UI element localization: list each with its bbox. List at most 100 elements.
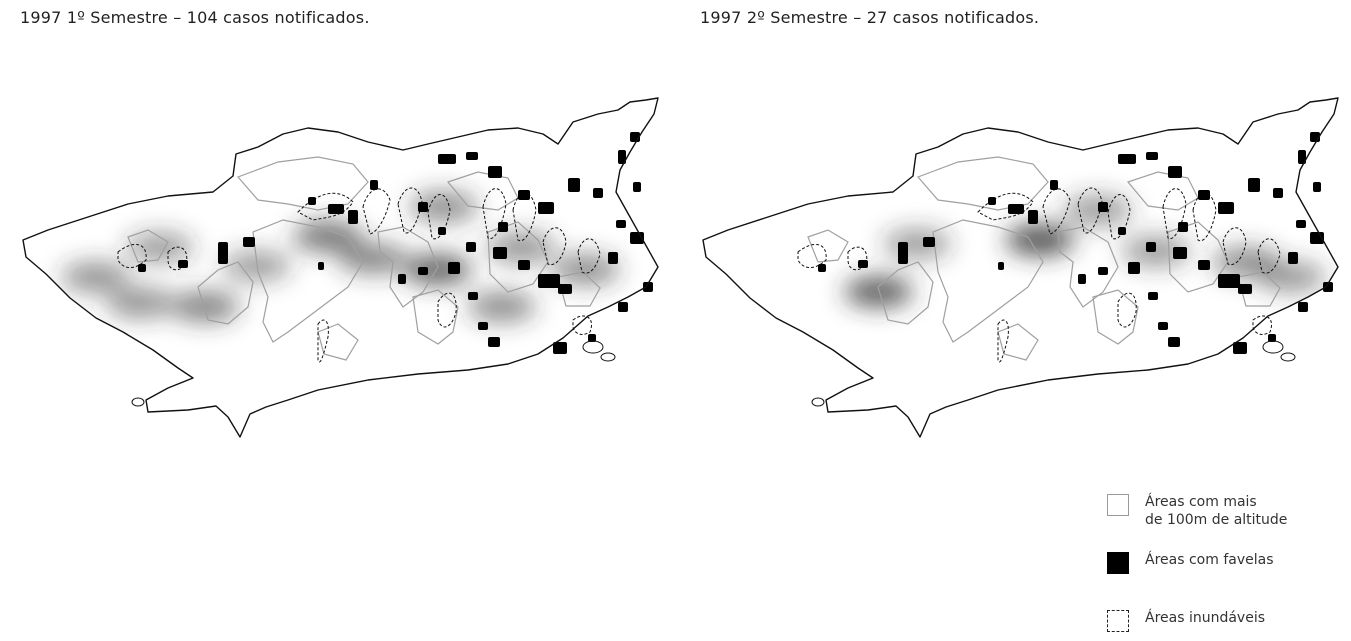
hotspot-2: [1005, 225, 1074, 255]
favela-area-0: [218, 242, 228, 264]
hotspot-5: [338, 243, 407, 274]
flood-area-3: [427, 194, 451, 240]
map-title-left-year: 1997: [20, 8, 62, 27]
favela-area-27: [1268, 334, 1276, 342]
flood-area-8: [797, 244, 827, 268]
favela-area-11: [1298, 150, 1306, 164]
favela-area-29: [468, 292, 478, 300]
favela-area-31: [643, 282, 653, 292]
favela-area-16: [538, 274, 560, 288]
favela-area-28: [858, 260, 868, 268]
favela-area-5: [1146, 152, 1158, 160]
favela-area-35: [498, 222, 508, 232]
favela-area-15: [608, 252, 618, 264]
favela-area-18: [518, 260, 530, 270]
flood-areas: [117, 187, 601, 363]
favela-area-9: [1248, 178, 1260, 192]
favela-area-34: [308, 197, 316, 205]
island-1: [600, 352, 616, 362]
altitude-area-7: [807, 229, 849, 263]
altitude-area-0: [236, 156, 369, 211]
hotspot-layer: [61, 191, 620, 322]
flood-area-6: [542, 227, 567, 266]
flood-area-9: [167, 246, 188, 271]
altitude-area-9: [317, 323, 359, 361]
favela-area-36: [1118, 227, 1126, 235]
favela-area-4: [1118, 154, 1136, 164]
altitude-area-2: [197, 261, 254, 325]
favela-area-2: [1008, 204, 1024, 214]
favela-area-33: [370, 180, 378, 190]
map-right-1997-semester-2: [702, 97, 1339, 438]
flood-area-6: [1222, 227, 1247, 266]
hotspot-3: [1063, 195, 1132, 226]
flood-area-11: [572, 315, 592, 335]
altitude-contours: [807, 156, 1281, 361]
altitude-area-1: [932, 219, 1044, 343]
favela-area-32: [1098, 202, 1108, 212]
favela-area-39: [633, 182, 641, 192]
favela-area-30: [618, 302, 628, 312]
favela-area-25: [488, 337, 500, 347]
hotspot-layer: [844, 195, 1326, 307]
favela-area-10: [593, 188, 603, 198]
map-title-right-semester: 2º Semestre: [746, 8, 848, 27]
favela-area-11: [618, 150, 626, 164]
favela-area-1: [923, 237, 935, 247]
favela-area-32: [418, 202, 428, 212]
favela-area-7: [1198, 190, 1210, 200]
favela-area-26: [1233, 342, 1247, 354]
island-2: [131, 397, 145, 407]
altitude-area-6: [557, 271, 601, 307]
legend-label-altitude: Áreas com mais de 100m de altitude: [1145, 493, 1287, 529]
favela-area-5: [466, 152, 478, 160]
favela-area-25: [1168, 337, 1180, 347]
favela-area-27: [588, 334, 596, 342]
favela-area-17: [1238, 284, 1252, 294]
favela-area-8: [538, 202, 554, 214]
favela-area-23: [1078, 274, 1086, 284]
favela-area-20: [466, 242, 476, 252]
hotspot-6: [403, 254, 472, 285]
favela-area-37: [998, 262, 1004, 270]
favela-area-19: [493, 247, 507, 259]
flood-area-12: [317, 319, 329, 363]
legend-label-altitude-line1: Áreas com mais: [1145, 494, 1257, 510]
flood-areas: [797, 187, 1281, 363]
flood-area-0: [297, 192, 354, 221]
favela-area-8: [1218, 202, 1234, 214]
favela-area-0: [898, 242, 908, 264]
favela-swatch-icon: [1107, 552, 1129, 574]
favela-area-6: [1168, 166, 1182, 178]
favela-area-38: [818, 264, 826, 272]
favela-areas: [138, 132, 653, 354]
altitude-area-6: [1237, 271, 1281, 307]
hotspot-1: [106, 287, 175, 318]
favela-area-2: [328, 204, 344, 214]
flood-area-0: [977, 192, 1034, 221]
favela-area-16: [1218, 274, 1240, 288]
flood-area-11: [1252, 315, 1272, 335]
altitude-area-7: [127, 229, 169, 263]
altitude-swatch-icon: [1107, 494, 1129, 516]
favela-area-39: [1313, 182, 1321, 192]
favela-area-1: [243, 237, 255, 247]
favela-area-33: [1050, 180, 1058, 190]
favela-area-4: [438, 154, 456, 164]
altitude-area-4: [1092, 289, 1139, 345]
favela-area-17: [558, 284, 572, 294]
altitude-area-5: [487, 221, 549, 293]
flood-area-1: [362, 188, 391, 235]
favela-area-3: [348, 210, 358, 224]
hotspot-6: [1257, 262, 1326, 292]
favela-area-24: [1158, 322, 1168, 330]
hotspot-1: [883, 228, 952, 259]
favela-area-30: [1298, 302, 1308, 312]
city-outline: [702, 97, 1339, 438]
favela-area-9: [568, 178, 580, 192]
favela-area-34: [988, 197, 996, 205]
flood-area-12: [997, 319, 1009, 363]
favela-area-18: [1198, 260, 1210, 270]
favela-area-38: [138, 264, 146, 272]
flood-area-9: [847, 246, 868, 271]
